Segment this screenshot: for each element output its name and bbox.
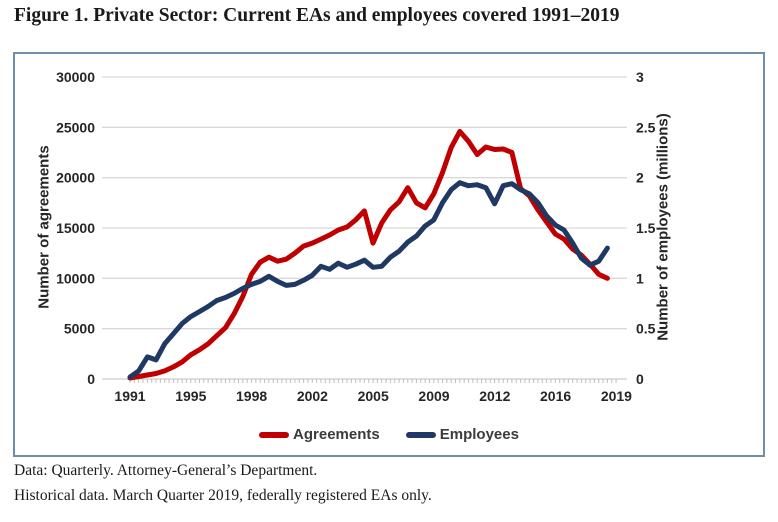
x-axis-tick: 2019 [601,388,632,404]
left-axis-tick: 10000 [56,270,95,286]
right-axis-tick: 2 [636,170,644,186]
legend-item-agreements: Agreements [259,426,380,443]
figure-history-note: Historical data. March Quarter 2019, fed… [14,487,432,504]
left-axis-tick: 5000 [64,321,95,337]
left-axis-tick: 30000 [56,69,95,85]
left-axis-tick: 25000 [56,119,95,135]
right-axis-tick: 0 [636,371,644,387]
chart-area: 0 0 5000 0.5 10000 1 15000 1.5 20000 2 25000 2.5 300… [13,52,765,457]
plot-svg: 0 0 5000 0.5 10000 1 15000 1.5 20000 2 25000 2.5 300… [56,69,656,404]
x-axis-tick: 1995 [175,388,206,404]
x-axis-tick: 1991 [114,388,145,404]
right-axis-tick: 2.5 [636,119,656,135]
series-line-employees [127,180,610,380]
left-axis-tick: 15000 [56,220,95,236]
legend-label-agreements: Agreements [293,426,380,443]
x-axis-tick: 2005 [358,388,389,404]
left-axis-title: Number of agreements [35,145,53,309]
right-axis-title: Number of employees (millions) [654,113,672,341]
figure-title: Figure 1. Private Sector: Current EAs an… [14,5,620,26]
right-axis-tick: 3 [636,69,644,85]
right-axis-tick: 0.5 [636,321,656,337]
employees-line-swatch [405,431,436,438]
right-axis-tick: 1.5 [636,220,656,236]
x-axis-tick: 2012 [479,388,510,404]
x-axis-tick: 2016 [540,388,571,404]
x-axis-tick: 2002 [297,388,328,404]
legend-item-employees: Employees [405,426,519,443]
legend: Agreements Employees [15,426,763,443]
left-axis-tick: 0 [87,371,95,387]
figure-source-note: Data: Quarterly. Attorney-General’s Depa… [14,462,318,479]
x-axis-tick: 1998 [236,388,267,404]
agreements-line-swatch [259,431,290,438]
left-axis-tick: 20000 [56,170,95,186]
right-axis-tick: 1 [636,270,644,286]
x-axis-tick: 2009 [418,388,449,404]
legend-label-employees: Employees [439,426,519,443]
series-line-agreements [127,128,610,381]
